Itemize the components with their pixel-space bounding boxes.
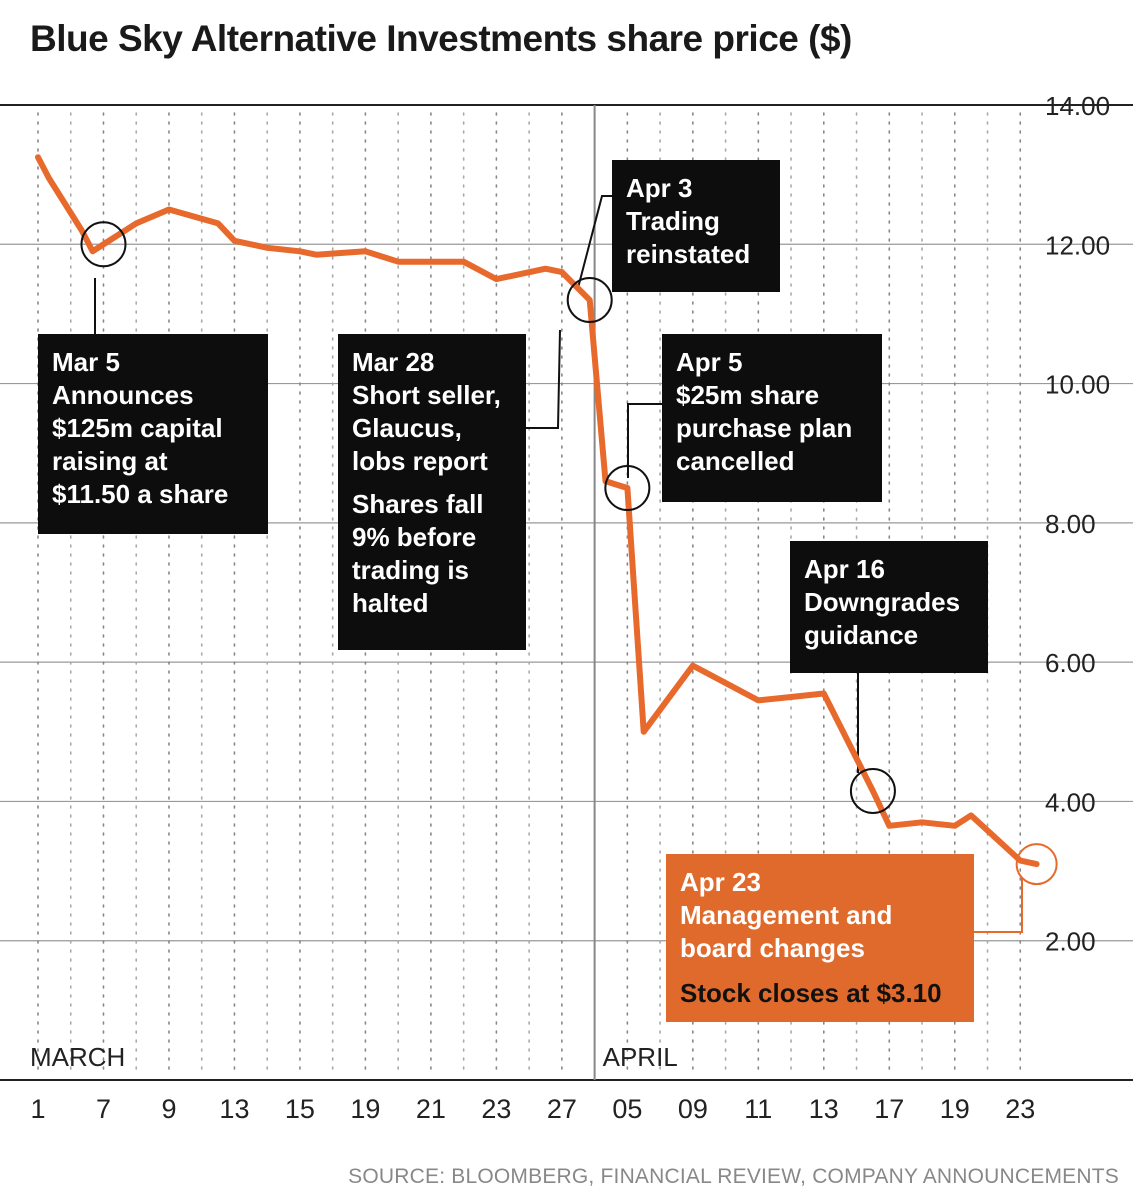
annotation-date: Apr 23 <box>680 867 761 897</box>
annotation-marker <box>1015 843 1058 886</box>
x-tick-label: 19 <box>940 1094 970 1124</box>
y-tick-label: 14.00 <box>1045 91 1110 121</box>
month-label-april: APRIL <box>603 1042 678 1072</box>
annotation-line: Short seller, <box>352 380 501 410</box>
x-tick-label: 23 <box>481 1094 511 1124</box>
y-tick-label: 6.00 <box>1045 648 1096 678</box>
annotation-marker <box>566 277 613 323</box>
annotation-note: Stock closes at $3.10 <box>680 978 942 1008</box>
annotation-note: 9% before <box>352 522 477 552</box>
annotation-apr-16: Apr 16 Downgrades guidance <box>790 541 988 673</box>
x-tick-label: 15 <box>285 1094 315 1124</box>
annotation-line: guidance <box>804 620 919 650</box>
annotation-line: Announces <box>52 380 194 410</box>
x-tick-label: 05 <box>612 1094 642 1124</box>
annotation-line: cancelled <box>676 446 795 476</box>
annotation-line: $25m share <box>676 380 820 410</box>
annotation-line: board changes <box>680 933 865 963</box>
y-tick-label: 10.00 <box>1045 370 1110 400</box>
annotation-line: reinstated <box>626 239 751 269</box>
line-layer <box>35 154 1040 868</box>
x-tick-label: 17 <box>874 1094 904 1124</box>
annotation-line: lobs report <box>352 446 488 476</box>
annotation-line: Trading <box>626 206 720 236</box>
annotation-connector <box>974 878 1023 933</box>
x-tick-label: 13 <box>219 1094 249 1124</box>
annotation-date: Mar 5 <box>52 347 120 377</box>
annotation-line: Management and <box>680 900 893 930</box>
x-tick-label: 13 <box>809 1094 839 1124</box>
annotation-line: $125m capital <box>52 413 223 443</box>
chart-title: Blue Sky Alternative Investments share p… <box>30 18 852 59</box>
y-tick-label: 4.00 <box>1045 787 1096 817</box>
annotation-date: Apr 3 <box>626 173 693 203</box>
grid-layer <box>0 104 1133 1081</box>
y-tick-label: 12.00 <box>1045 230 1110 260</box>
x-tick-label: 27 <box>547 1094 577 1124</box>
annotation-apr-23: Apr 23 Management and board changes Stoc… <box>666 854 974 1022</box>
x-tick-label: 9 <box>161 1094 176 1124</box>
marker-layer <box>80 221 1058 886</box>
x-tick-label: 19 <box>350 1094 380 1124</box>
x-tick-label: 23 <box>1005 1094 1035 1124</box>
annotation-apr-3: Apr 3 Trading reinstated <box>612 160 780 292</box>
annotation-marker <box>849 767 896 814</box>
annotation-line: raising at <box>52 446 168 476</box>
source-note: SOURCE: BLOOMBERG, FINANCIAL REVIEW, COM… <box>348 1165 1119 1188</box>
annotation-line: Downgrades <box>804 587 961 617</box>
annotation-marker <box>604 465 651 512</box>
y-tick-label: 2.00 <box>1045 927 1096 957</box>
annotation-mar-5: Mar 5 Announces $125m capital raising at… <box>38 334 268 534</box>
price-line <box>35 154 1040 868</box>
annotation-marker <box>80 221 127 268</box>
annotation-apr-5: Apr 5 $25m share purchase plan cancelled <box>662 334 882 502</box>
annotation-connector <box>577 195 612 289</box>
month-label-march: MARCH <box>30 1042 125 1072</box>
annotation-connector <box>526 329 561 429</box>
annotation-mar-28: Mar 28 Short seller, Glaucus, lobs repor… <box>338 334 526 650</box>
annotation-date: Mar 28 <box>352 347 435 377</box>
annotation-line: $11.50 a share <box>52 479 229 509</box>
annotation-connector <box>627 403 662 478</box>
annotation-line: Glaucus, <box>352 413 462 443</box>
annotation-note: halted <box>352 588 429 618</box>
annotation-date: Apr 5 <box>676 347 743 377</box>
annotation-line: purchase plan <box>676 413 853 443</box>
x-tick-label: 7 <box>96 1094 111 1124</box>
annotation-note: trading is <box>352 555 470 585</box>
x-tick-label: 11 <box>744 1094 772 1124</box>
y-tick-label: 8.00 <box>1045 509 1096 539</box>
x-tick-label: 1 <box>30 1094 45 1124</box>
annotation-date: Apr 16 <box>804 554 885 584</box>
x-tick-label: 09 <box>678 1094 708 1124</box>
x-tick-label: 21 <box>416 1094 446 1124</box>
annotation-note: Shares fall <box>352 489 484 519</box>
